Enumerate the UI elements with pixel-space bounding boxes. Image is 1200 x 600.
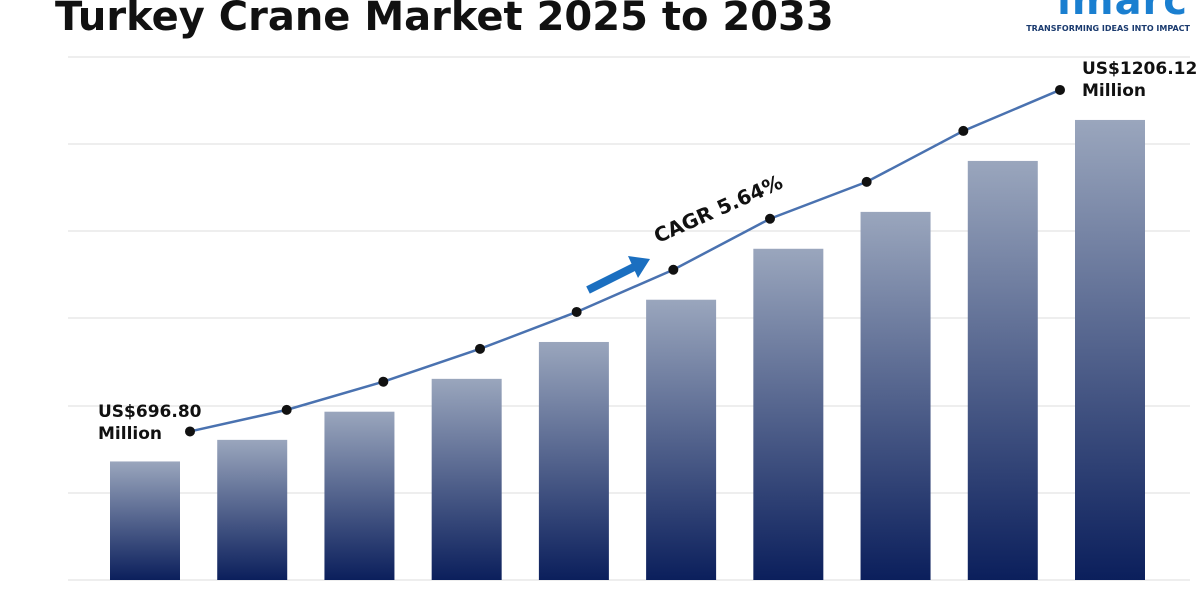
bar	[967, 160, 1038, 580]
brand-tagline: TRANSFORMING IDEAS INTO IMPACT	[1026, 24, 1190, 33]
trend-point	[1055, 84, 1065, 95]
bar	[431, 378, 502, 580]
bar	[110, 461, 180, 580]
value-label: US$696.80 Million	[98, 402, 202, 445]
cagr-arrow	[586, 256, 650, 294]
arrow-head	[628, 256, 650, 278]
trend-point	[765, 213, 775, 224]
bar	[753, 248, 824, 580]
trend-point	[861, 176, 872, 187]
brand-logo: imarc	[1057, 0, 1188, 24]
bar	[860, 211, 931, 580]
bar	[646, 299, 717, 580]
bar	[538, 341, 609, 580]
chart-title: Turkey Crane Market 2025 to 2033	[55, 0, 834, 40]
trend-point	[571, 306, 582, 317]
bar	[1075, 119, 1145, 580]
trend-point	[958, 125, 969, 136]
trend-point	[185, 426, 195, 437]
arrow-shaft	[586, 262, 638, 294]
trend-point	[668, 264, 679, 275]
bar	[324, 411, 395, 580]
trend-line	[189, 88, 1061, 433]
bar	[217, 439, 288, 580]
trend-point	[475, 343, 485, 354]
trend-point	[378, 376, 389, 387]
value-label: US$1206.12 Million	[1082, 58, 1198, 101]
trend-point	[281, 404, 292, 415]
